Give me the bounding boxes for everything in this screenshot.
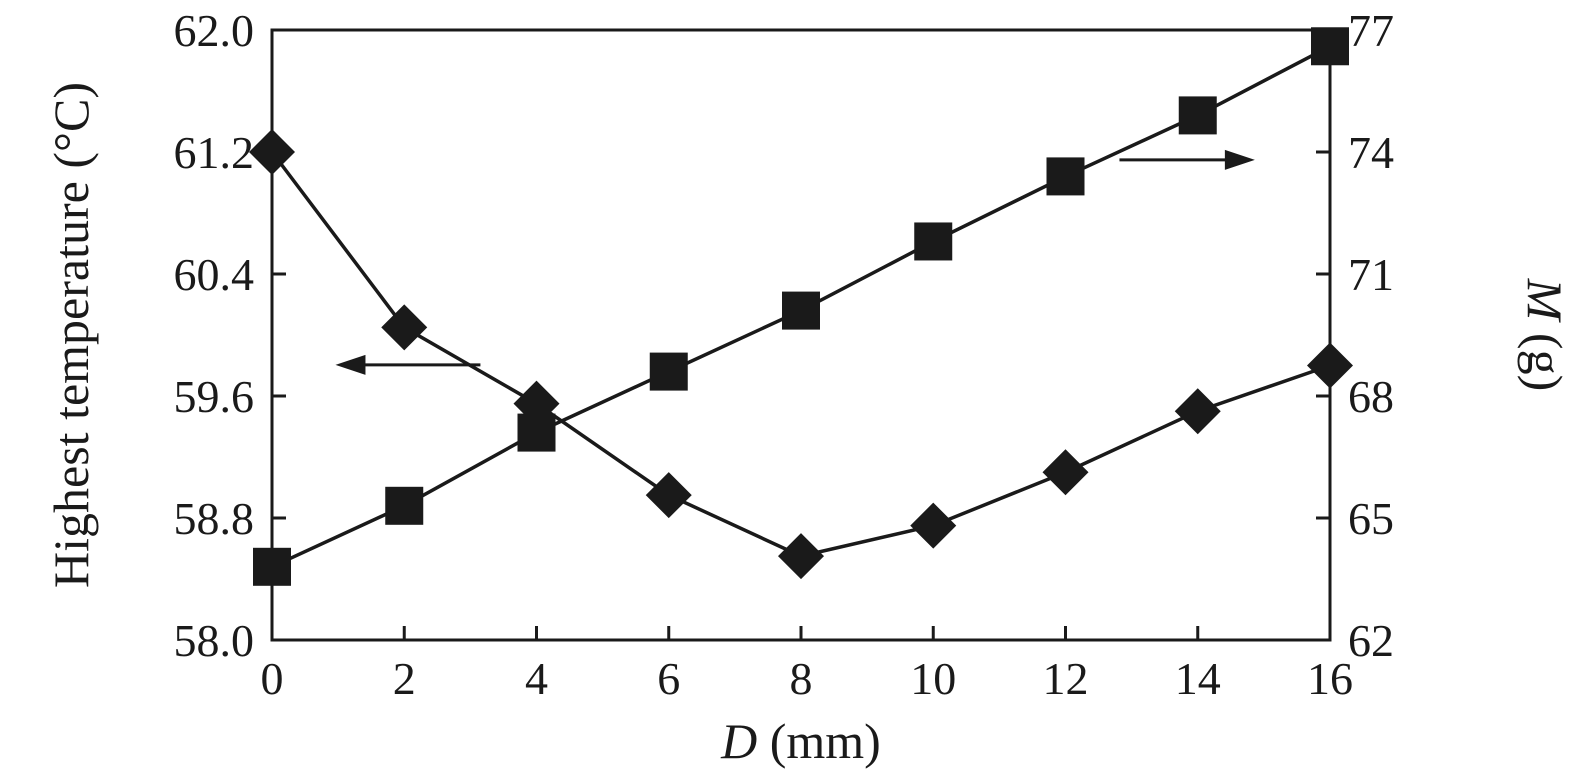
x-tick-label: 10 [910, 653, 956, 704]
diamond-marker [381, 304, 428, 351]
left-tick-label: 58.0 [174, 615, 255, 666]
right-tick-label: 71 [1348, 249, 1394, 300]
x-tick-label: 0 [261, 653, 284, 704]
right-axis-title: M (g) [1517, 278, 1573, 391]
right-tick-label: 68 [1348, 371, 1394, 422]
right-tick-label: 74 [1348, 127, 1394, 178]
square-marker [253, 547, 291, 586]
left-tick-label: 59.6 [174, 371, 255, 422]
x-tick-label: 2 [393, 653, 416, 704]
square-marker [649, 352, 688, 391]
square-marker [385, 486, 424, 525]
x-tick-label: 8 [790, 653, 813, 704]
x-tick-label: 6 [657, 653, 680, 704]
diamond-marker [910, 502, 957, 549]
right-tick-label: 77 [1348, 5, 1394, 56]
right-axis-title-unit: (g) [1517, 320, 1573, 391]
left-tick-label: 61.2 [174, 127, 255, 178]
left-tick-label: 62.0 [174, 5, 255, 56]
square-marker [1046, 157, 1085, 196]
square-marker [1178, 96, 1217, 135]
x-tick-label: 16 [1307, 653, 1353, 704]
diamond-marker [1307, 342, 1353, 389]
diamond-marker [778, 533, 824, 580]
left-tick-label: 58.8 [174, 493, 255, 544]
diamond-marker [249, 129, 295, 175]
square-marker [782, 291, 820, 330]
x-tick-label: 4 [525, 653, 548, 704]
right-axis-arrow-head [1224, 149, 1255, 170]
x-axis-title-unit: (mm) [757, 713, 881, 769]
right-axis-title-symbol: M [1517, 278, 1573, 323]
diamond-marker [645, 472, 692, 519]
left-tick-label: 60.4 [174, 249, 255, 300]
left-axis-title: Highest temperature (°C) [43, 82, 99, 588]
right-tick-label: 65 [1348, 493, 1394, 544]
x-axis-title: D (mm) [720, 713, 881, 769]
right-tick-label: 62 [1348, 615, 1394, 666]
diamond-marker [1174, 388, 1221, 435]
x-tick-label: 12 [1043, 653, 1089, 704]
left-axis-arrow-head [335, 354, 366, 375]
square-marker [517, 413, 556, 452]
x-axis-title-symbol: D [720, 713, 757, 769]
diamond-marker [1042, 449, 1089, 496]
x-tick-label: 14 [1175, 653, 1221, 704]
square-marker [914, 222, 953, 261]
series-line-diamond [270, 150, 1331, 558]
square-marker [1311, 27, 1349, 66]
